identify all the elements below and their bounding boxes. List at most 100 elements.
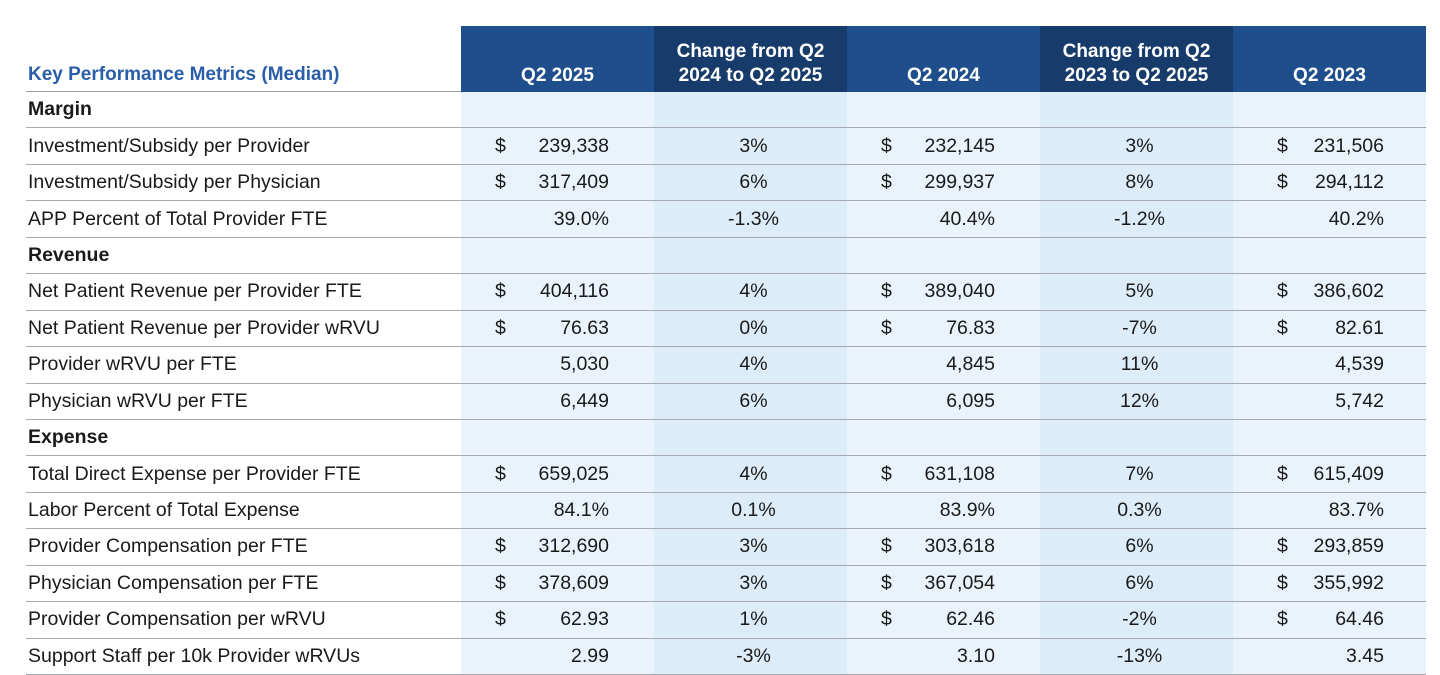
cell-change-2024-2025: 6% — [654, 383, 847, 420]
cell-q2-2025: 39.0% — [461, 200, 654, 238]
cell-content: $232,145 — [847, 128, 1040, 163]
cell-content — [1233, 92, 1426, 128]
cell-content: 3.45 — [1233, 639, 1426, 674]
metric-value: 6,449 — [560, 389, 609, 412]
column-header-change-2023-2025: Change from Q2 2023 to Q2 2025 — [1040, 26, 1233, 92]
cell-q2-2023: $355,992 — [1233, 565, 1426, 603]
column-header-line2: Q2 2025 — [521, 64, 594, 86]
metric-value: 82.61 — [1335, 316, 1384, 339]
cell-q2-2024: 83.9% — [847, 492, 1040, 530]
cell-q2-2025: $317,409 — [461, 164, 654, 202]
cell-content: 6,095 — [847, 384, 1040, 419]
metric-label: Investment/Subsidy per Physician — [26, 164, 461, 202]
cell-content: $317,409 — [461, 165, 654, 200]
currency-symbol: $ — [881, 608, 892, 631]
cell-content: 83.9% — [847, 493, 1040, 528]
currency-symbol: $ — [495, 462, 506, 485]
table-row: Labor Percent of Total Expense 84.1% 0.1% 8… — [26, 492, 1426, 530]
cell-content — [847, 420, 1040, 455]
change-value: 4% — [739, 462, 768, 485]
column-header-q2-2023: Q2 2023 — [1233, 26, 1426, 92]
metric-value: 62.46 — [946, 608, 995, 631]
metric-value: 5,742 — [1335, 389, 1384, 412]
change-value: 6% — [1125, 535, 1154, 558]
metric-value: 367,054 — [924, 571, 996, 594]
cell-change-2024-2025: 4% — [654, 346, 847, 384]
cell-content: 6% — [1040, 566, 1233, 601]
cell-content: 40.2% — [1233, 201, 1426, 236]
cell-q2-2024 — [847, 237, 1040, 275]
change-value: -1.3% — [728, 207, 779, 230]
cell-content: 1% — [654, 602, 847, 637]
cell-q2-2024: $232,145 — [847, 127, 1040, 165]
table-body: Margin Investment/Subsidy per Provider $23… — [26, 91, 1426, 675]
table-row: Total Direct Expense per Provider FTE $65… — [26, 455, 1426, 493]
cell-q2-2025: 84.1% — [461, 492, 654, 530]
metric-value: 312,690 — [538, 535, 610, 558]
cell-q2-2023: $231,506 — [1233, 127, 1426, 165]
cell-content: 0.1% — [654, 493, 847, 528]
metric-value: 239,338 — [538, 134, 610, 157]
cell-content: $299,937 — [847, 165, 1040, 200]
metric-value: 659,025 — [538, 462, 610, 485]
cell-content: $239,338 — [461, 128, 654, 163]
cell-content — [461, 238, 654, 273]
cell-content: 6% — [654, 384, 847, 419]
cell-content: $62.46 — [847, 602, 1040, 637]
metric-value: 294,112 — [1314, 171, 1384, 194]
cell-content — [461, 92, 654, 128]
cell-content: $231,506 — [1233, 128, 1426, 163]
section-label: Margin — [26, 91, 461, 129]
cell-q2-2025: $378,609 — [461, 565, 654, 603]
cell-change-2024-2025: 1% — [654, 601, 847, 639]
cell-q2-2024: 3.10 — [847, 638, 1040, 675]
metric-value: 6,095 — [946, 389, 995, 412]
table-row: Physician wRVU per FTE 6,449 6% 6,095 12% 5,7… — [26, 383, 1426, 420]
change-value: 12% — [1119, 389, 1160, 412]
section-row: Margin — [26, 91, 1426, 129]
cell-change-2024-2025: 4% — [654, 455, 847, 493]
cell-change-2023-2025: 5% — [1040, 273, 1233, 311]
cell-q2-2023: 5,742 — [1233, 383, 1426, 420]
table-row: Net Patient Revenue per Provider wRVU $76… — [26, 310, 1426, 348]
metric-value: 293,859 — [1313, 535, 1385, 558]
cell-content: 3% — [654, 128, 847, 163]
cell-content: -1.3% — [654, 201, 847, 236]
metric-value: 4,845 — [946, 353, 995, 376]
currency-symbol: $ — [881, 535, 892, 558]
cell-content: 7% — [1040, 456, 1233, 491]
column-header-line1: Change from Q2 — [676, 40, 825, 62]
column-header-q2-2025: Q2 2025 — [461, 26, 654, 92]
cell-change-2023-2025 — [1040, 419, 1233, 457]
cell-change-2024-2025: 3% — [654, 565, 847, 603]
cell-q2-2024 — [847, 419, 1040, 457]
cell-change-2024-2025: 0% — [654, 310, 847, 348]
currency-symbol: $ — [1277, 608, 1288, 631]
cell-q2-2023: $293,859 — [1233, 528, 1426, 566]
cell-change-2024-2025: 3% — [654, 127, 847, 165]
cell-content — [847, 238, 1040, 273]
metric-value: 355,992 — [1313, 571, 1385, 594]
metric-value: 317,409 — [538, 171, 610, 194]
change-value: 6% — [739, 389, 768, 412]
cell-content — [654, 420, 847, 455]
cell-q2-2025 — [461, 419, 654, 457]
cell-q2-2025: $62.93 — [461, 601, 654, 639]
cell-content: 4,845 — [847, 347, 1040, 382]
cell-q2-2025: 5,030 — [461, 346, 654, 384]
cell-change-2024-2025 — [654, 91, 847, 129]
cell-content: $64.46 — [1233, 602, 1426, 637]
cell-change-2024-2025: 0.1% — [654, 492, 847, 530]
cell-q2-2024 — [847, 91, 1040, 129]
cell-content — [1040, 92, 1233, 128]
metric-value: 83.7% — [1328, 499, 1384, 522]
cell-q2-2025: 6,449 — [461, 383, 654, 420]
currency-symbol: $ — [1277, 462, 1288, 485]
cell-change-2023-2025 — [1040, 237, 1233, 275]
change-value: 5% — [1125, 280, 1154, 303]
currency-symbol: $ — [881, 171, 892, 194]
cell-change-2024-2025: 4% — [654, 273, 847, 311]
currency-symbol: $ — [1277, 171, 1288, 194]
cell-content: 39.0% — [461, 201, 654, 236]
cell-content: $76.83 — [847, 311, 1040, 346]
